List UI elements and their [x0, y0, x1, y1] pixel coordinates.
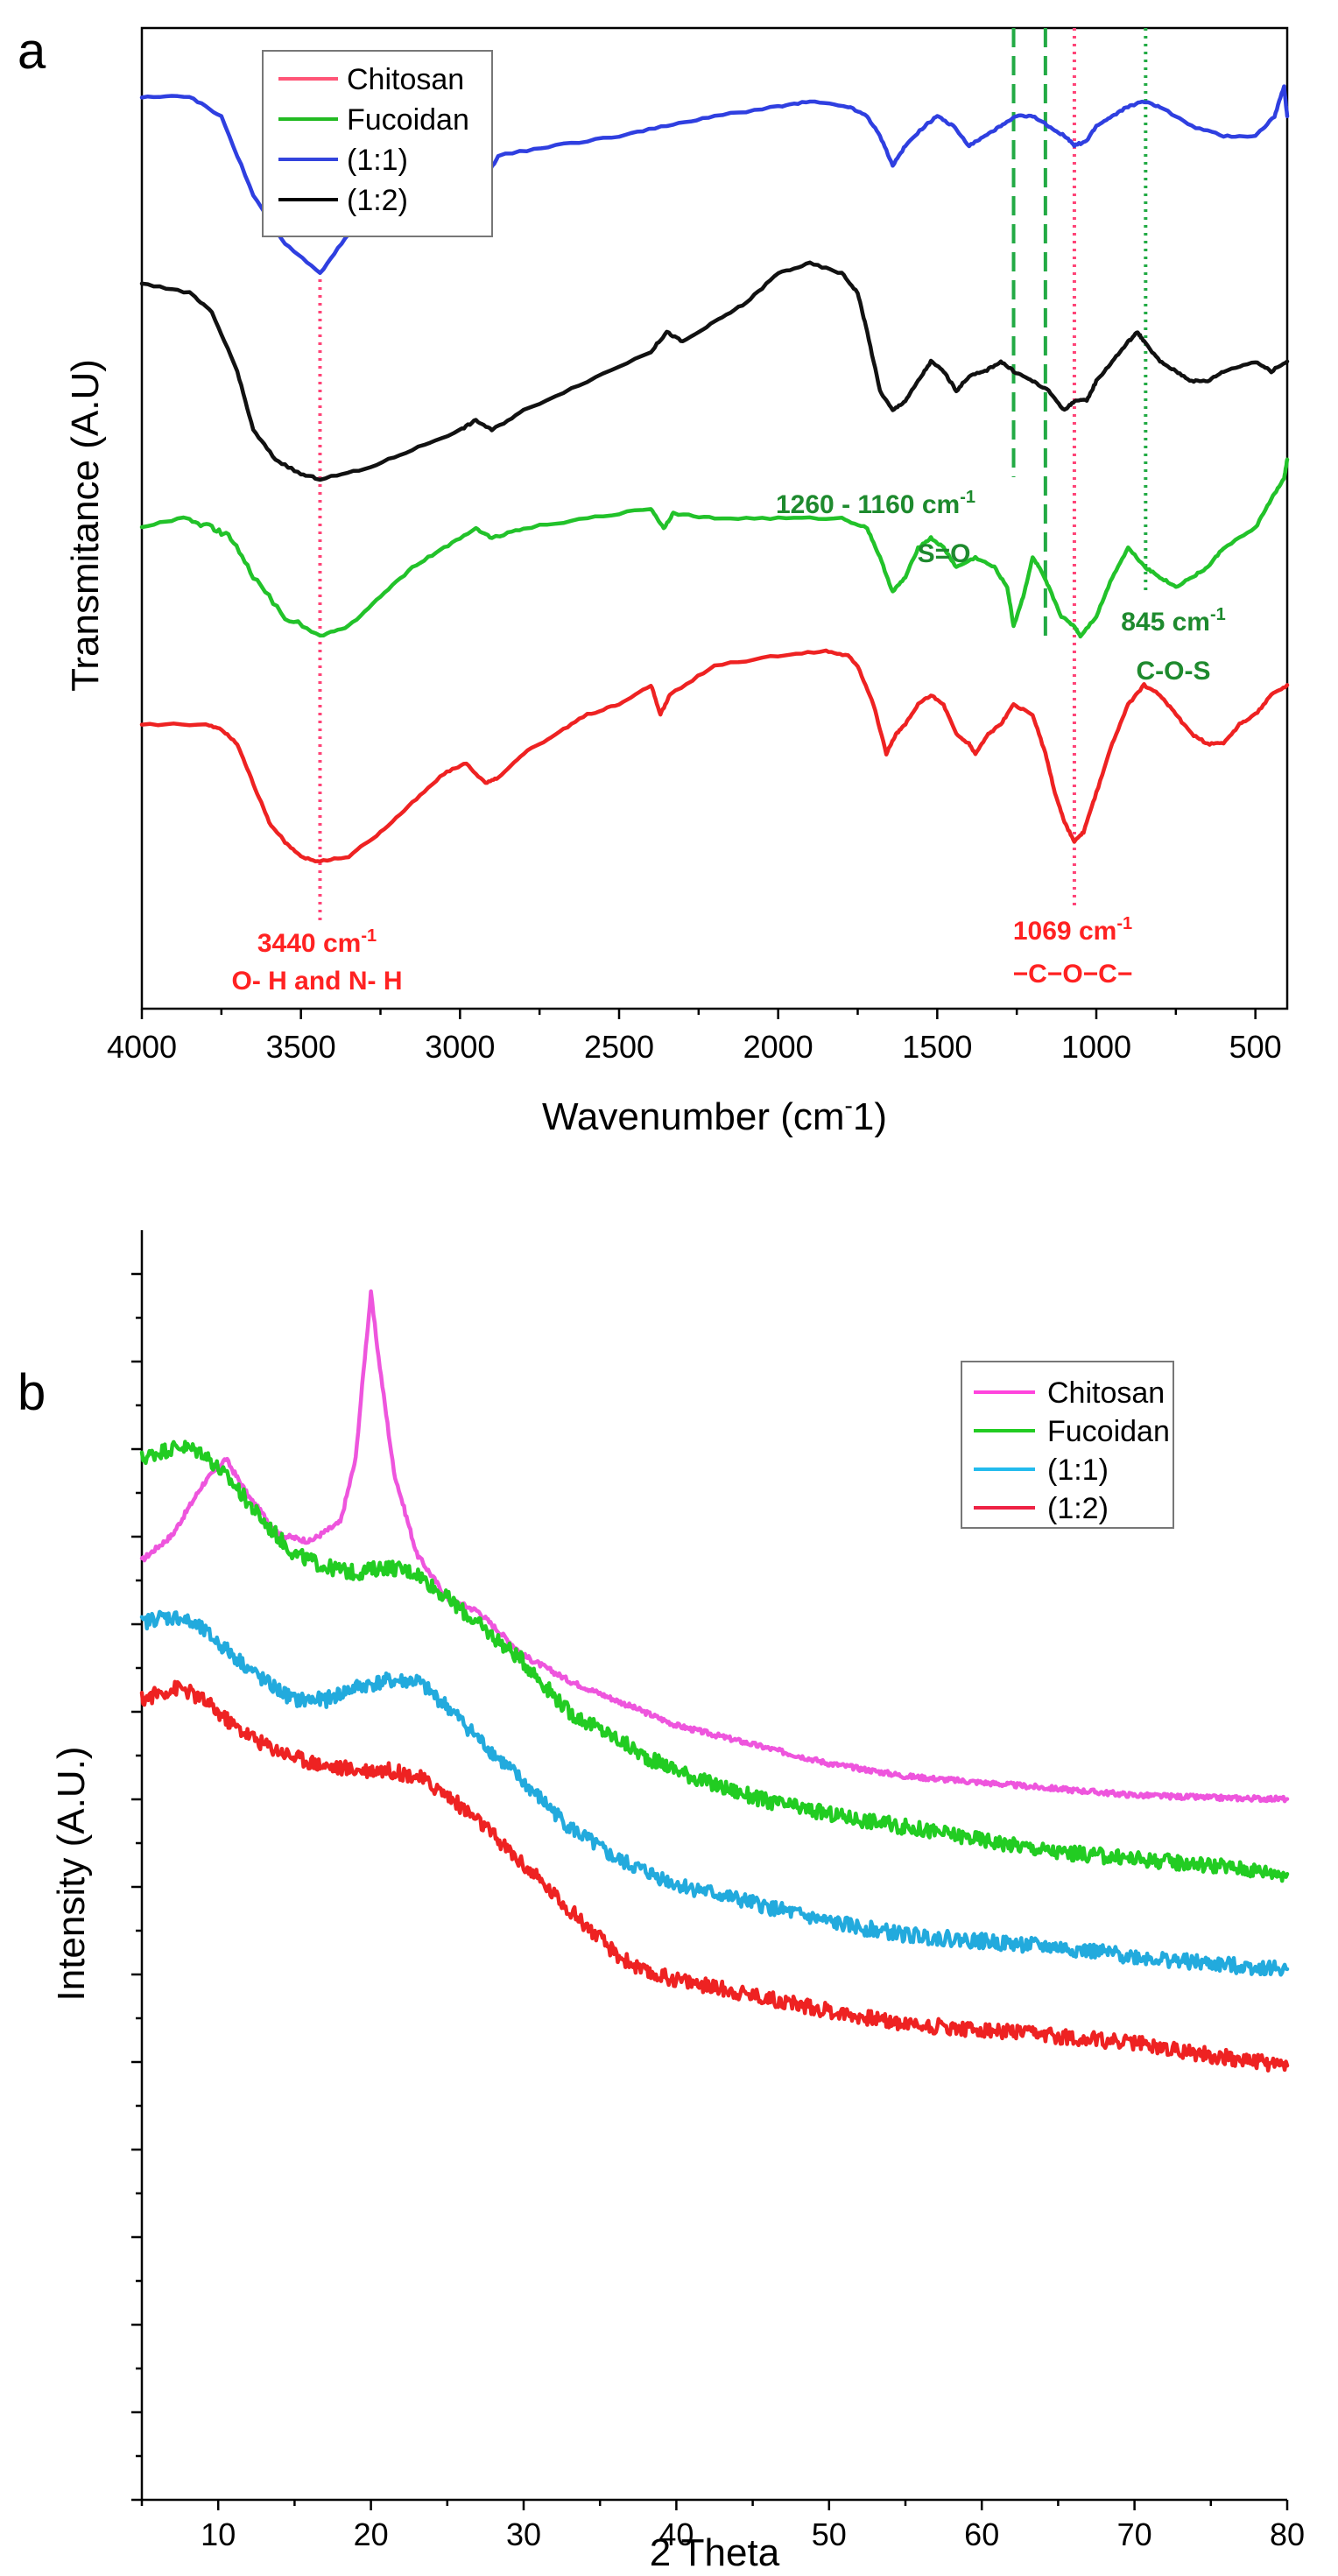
x-tick-label-40: 40 — [658, 2516, 694, 2552]
svg-text:O- H and N- H: O- H and N- H — [232, 967, 403, 996]
svg-text:(1:1): (1:1) — [1047, 1453, 1109, 1487]
svg-text:845 cm-1: 845 cm-1 — [1121, 605, 1226, 637]
x-tick-label-60: 60 — [964, 2516, 999, 2552]
x-tick-label-70: 70 — [1117, 2516, 1152, 2552]
x-tick-label-30: 30 — [506, 2516, 541, 2552]
x-tick-label-1500: 1500 — [902, 1029, 972, 1065]
legend-a-entry-chitosan: Chitosan — [278, 63, 464, 96]
x-tick-label-500: 500 — [1229, 1029, 1282, 1065]
svg-text:(1:2): (1:2) — [1047, 1492, 1109, 1525]
x-tick-label-20: 20 — [354, 2516, 389, 2552]
svg-text:C-O-S: C-O-S — [1137, 657, 1211, 686]
panel-b-y-ticks — [131, 1272, 142, 2502]
legend-b-entry-1-1: (1:1) — [974, 1453, 1109, 1487]
annotation-845: 845 cm-1 C-O-S — [1121, 605, 1226, 686]
x-tick-label-10: 10 — [201, 2516, 236, 2552]
legend-a-entry-1-1: (1:1) — [278, 144, 408, 177]
svg-text:1069 cm-1: 1069 cm-1 — [1013, 914, 1132, 946]
panel-b-y-axis-label: Intensity (A.U.) — [50, 1747, 93, 2002]
legend-a-entry-fucoidan: Fucoidan — [278, 103, 469, 137]
x-tick-label-3500: 3500 — [266, 1029, 336, 1065]
panel-a: a 4000 3500 3000 2500 2000 1500 1000 500 Wavenu… — [18, 23, 1290, 1138]
series-b-1-2 — [139, 1679, 1290, 2073]
series-b-fucoidan — [139, 1439, 1290, 1883]
series-a-fucoidan — [139, 457, 1290, 639]
svg-text:−C−O−C−: −C−O−C− — [1013, 960, 1133, 989]
x-tick-label-1000: 1000 — [1061, 1029, 1131, 1065]
svg-text:Fucoidan: Fucoidan — [347, 103, 469, 137]
annotation-s-o: 1260 - 1160 cm-1 S=O — [776, 488, 975, 568]
x-tick-label-80: 80 — [1270, 2516, 1305, 2552]
x-tick-label-2500: 2500 — [584, 1029, 654, 1065]
legend-b-entry-1-2: (1:2) — [974, 1492, 1109, 1525]
panel-a-frame — [140, 26, 1289, 1010]
panel-a-reference-lines — [318, 28, 1148, 924]
panel-a-x-axis-label: Wavenumber (cm-1) — [542, 1092, 887, 1138]
svg-text:(1:1): (1:1) — [347, 144, 408, 177]
series-a-chitosan — [139, 648, 1290, 864]
annotation-1069: 1069 cm-1 −C−O−C− — [1013, 914, 1133, 989]
annotation-3440: 3440 cm-1 O- H and N- H — [232, 926, 403, 996]
panel-b-label: b — [18, 1364, 46, 1421]
panel-b-series — [139, 1289, 1290, 2073]
legend-b-entry-chitosan: Chitosan — [974, 1376, 1165, 1410]
svg-text:Fucoidan: Fucoidan — [1047, 1415, 1170, 1448]
legend-a-entry-1-2: (1:2) — [278, 184, 408, 217]
series-b-chitosan — [139, 1289, 1290, 1804]
panel-a-y-axis-label: Transmitance (A.U) — [64, 359, 107, 692]
series-b-1-1 — [139, 1609, 1290, 1977]
panel-a-x-ticks: 4000 3500 3000 2500 2000 1500 1000 500 — [107, 1009, 1282, 1065]
svg-text:(1:2): (1:2) — [347, 184, 408, 217]
legend-b-entry-fucoidan: Fucoidan — [974, 1415, 1170, 1448]
panel-b-legend: Chitosan Fucoidan (1:1) (1:2) — [961, 1361, 1174, 1529]
x-tick-label-3000: 3000 — [425, 1029, 495, 1065]
svg-text:1260 - 1160 cm-1: 1260 - 1160 cm-1 — [776, 488, 975, 519]
svg-text:Chitosan: Chitosan — [1047, 1376, 1165, 1410]
panel-b: b 10 20 30 40 50 60 70 80 2 Theta Intensity (A.… — [18, 1230, 1305, 2574]
x-tick-label-2000: 2000 — [743, 1029, 813, 1065]
svg-text:Chitosan: Chitosan — [347, 63, 464, 96]
x-tick-label-50: 50 — [812, 2516, 847, 2552]
panel-a-legend: Chitosan Fucoidan (1:1) (1:2) — [262, 50, 493, 237]
panel-a-label: a — [18, 23, 46, 80]
svg-text:S=O: S=O — [918, 539, 971, 568]
svg-text:3440 cm-1: 3440 cm-1 — [257, 926, 377, 958]
panel-b-x-ticks: 10 20 30 40 50 60 70 80 — [140, 2500, 1305, 2552]
panel-b-x-axis-label: 2 Theta — [650, 2531, 780, 2574]
series-a-1-2 — [139, 260, 1290, 482]
x-tick-label-4000: 4000 — [107, 1029, 177, 1065]
